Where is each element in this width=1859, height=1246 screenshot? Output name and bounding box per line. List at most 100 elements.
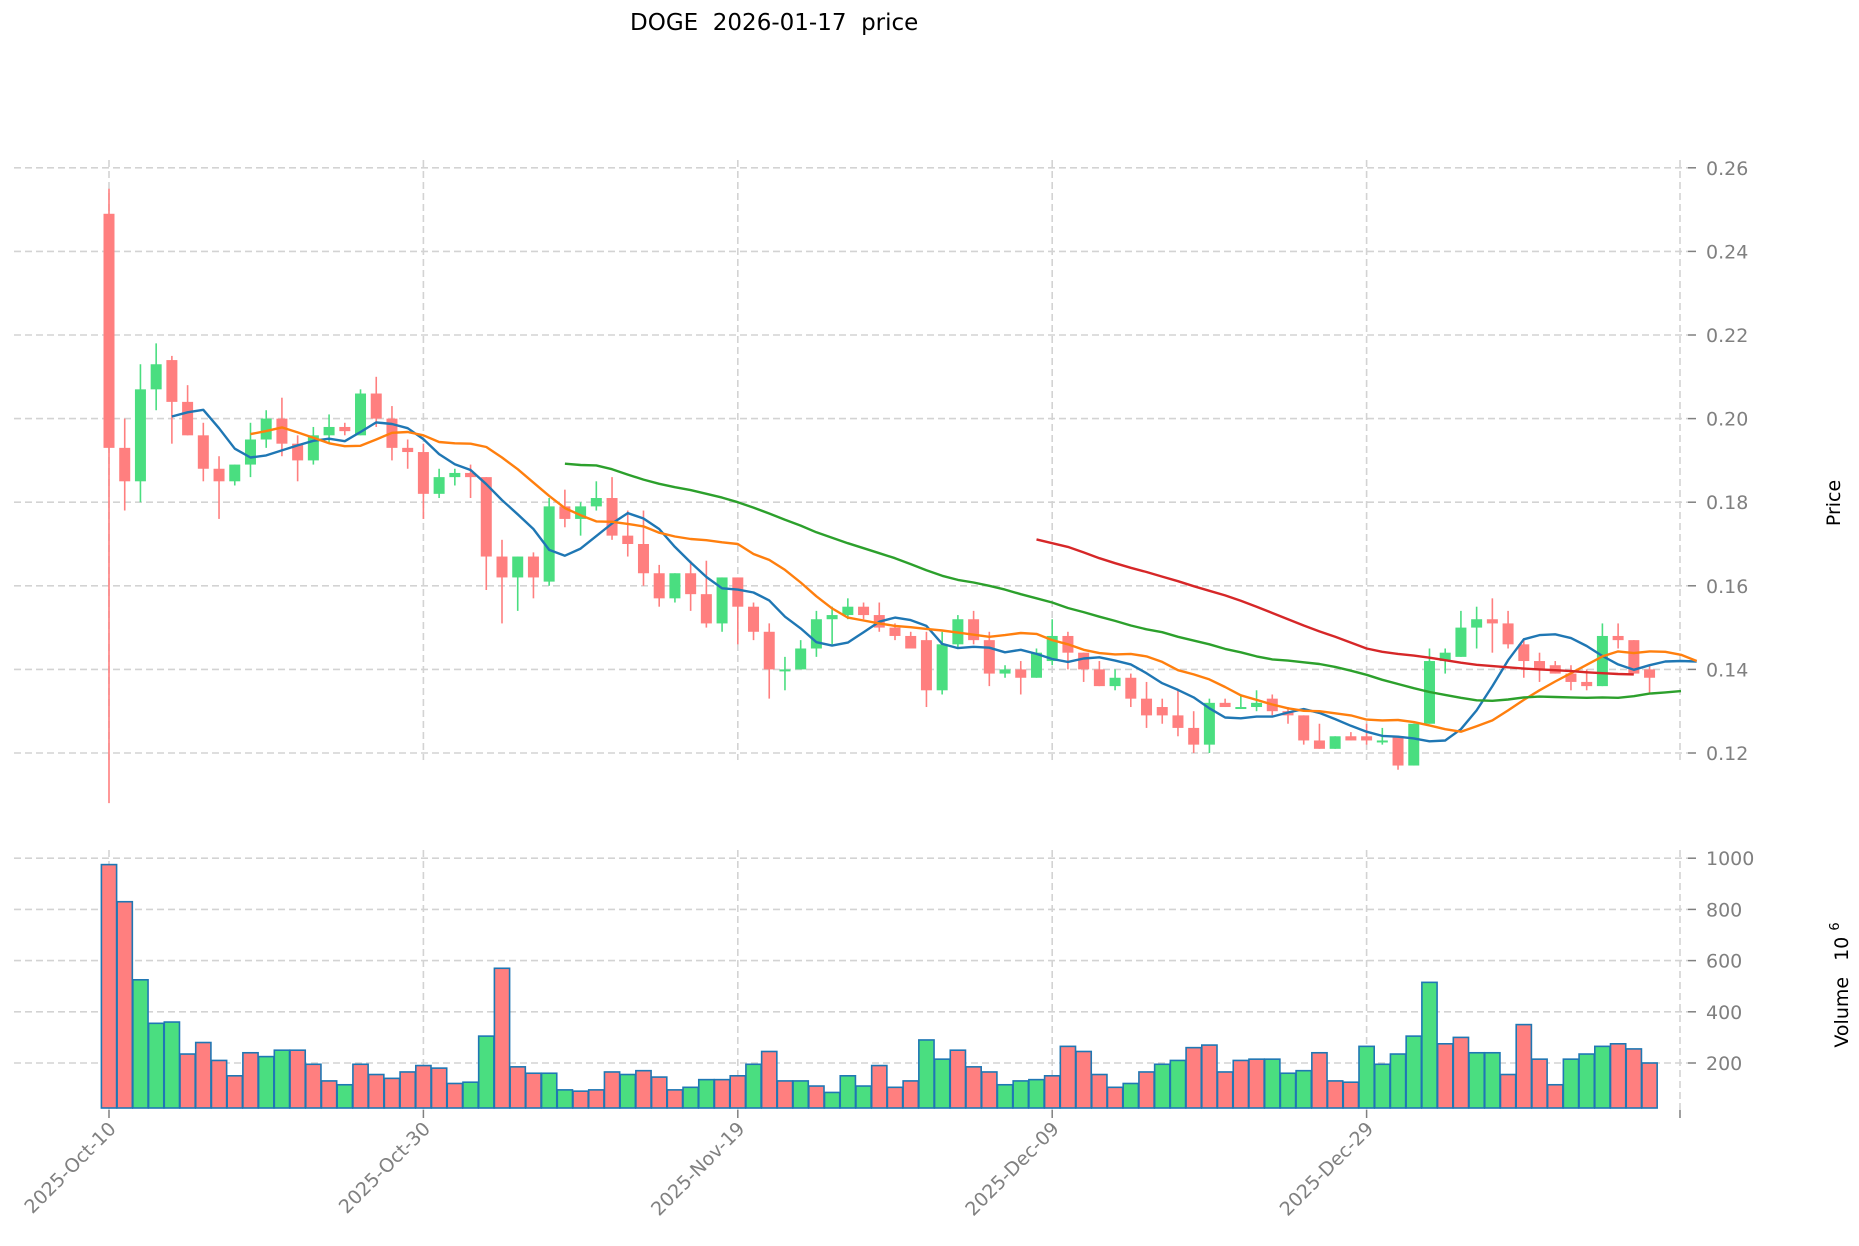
volume-bar (116, 900, 134, 1109)
candlestick (606, 477, 618, 540)
candlestick (669, 573, 681, 603)
volume-bar (556, 1089, 574, 1109)
grid-lines (14, 160, 1688, 1110)
volume-bar (477, 1035, 495, 1109)
volume-axis-label: Volume 10 6 (1828, 922, 1853, 1047)
volume-bar (980, 1071, 998, 1109)
candlestick (858, 602, 870, 620)
candlestick (826, 606, 838, 645)
volume-bar (493, 967, 511, 1109)
volume-tick-label: 400 (1706, 1002, 1742, 1024)
candlestick (480, 477, 492, 590)
candlestick (810, 610, 822, 657)
candlestick (1534, 652, 1546, 682)
volume-bar (1232, 1059, 1250, 1109)
volume-bar (745, 1063, 762, 1109)
volume-bar (399, 1071, 417, 1109)
volume-bar (1311, 1051, 1328, 1109)
candlestick (292, 435, 304, 482)
candlestick (1628, 640, 1640, 674)
candlestick (637, 510, 649, 586)
chart-title-text: DOGE 2026-01-17 price (630, 10, 919, 36)
candlestick (575, 502, 587, 536)
candlestick (590, 481, 602, 511)
candlestick (1125, 673, 1137, 708)
volume-bar (902, 1080, 920, 1109)
candlestick (103, 188, 115, 804)
candlestick (795, 640, 807, 670)
candlestick (417, 443, 429, 519)
volume-bar (776, 1080, 794, 1109)
candlestick (213, 456, 225, 519)
candlestick (244, 422, 256, 478)
candlestick (150, 343, 162, 411)
volume-bar (1153, 1063, 1171, 1109)
candlestick (1172, 690, 1184, 737)
volume-bar (572, 1090, 589, 1109)
volume-bar (823, 1091, 841, 1109)
candlestick (1644, 665, 1656, 695)
candlestick (182, 385, 194, 436)
candlestick (1188, 711, 1200, 753)
candlestick (1408, 723, 1420, 766)
volume-bar (383, 1077, 401, 1109)
candlestick (873, 602, 885, 632)
volume-bar (100, 863, 118, 1109)
candlestick (134, 364, 146, 503)
price-tick-label: 0.18 (1706, 492, 1748, 514)
volume-bar (697, 1078, 715, 1109)
candlestick (449, 468, 461, 486)
volume-tick-label: 600 (1706, 951, 1742, 973)
date-tick-label: 2025-Nov-19 (647, 1118, 749, 1220)
price-tick-label: 0.26 (1706, 158, 1748, 180)
candlestick (622, 510, 634, 557)
volume-bar (1263, 1058, 1281, 1109)
candlestick (1298, 715, 1310, 745)
volume-bar (933, 1058, 951, 1109)
candlestick (1471, 606, 1483, 649)
candlestick (402, 439, 414, 469)
volume-bar (336, 1083, 354, 1109)
price-tick-label: 0.16 (1706, 576, 1748, 598)
volume-bar (1169, 1059, 1187, 1109)
candlesticks (103, 188, 1656, 804)
volume-bars (100, 863, 1658, 1109)
price-tick-label: 0.24 (1706, 241, 1748, 263)
candlestick (716, 577, 728, 632)
volume-bar (163, 1021, 181, 1109)
candlestick (307, 426, 319, 465)
candlestick (1486, 598, 1498, 653)
volume-axis-label-sup: 6 (1828, 922, 1843, 930)
volume-bar (996, 1083, 1014, 1109)
volume-bar (1641, 1062, 1658, 1109)
candlestick (1141, 681, 1153, 728)
volume-bar (587, 1089, 605, 1109)
price-tick-label: 0.22 (1706, 325, 1748, 347)
candlestick (370, 376, 382, 427)
volume-bar (807, 1085, 825, 1109)
volume-tick-label: 800 (1706, 899, 1742, 921)
volume-bar (1342, 1081, 1360, 1109)
volume-tick-label: 200 (1706, 1053, 1742, 1075)
volume-bar (367, 1073, 385, 1109)
volume-bar (1373, 1063, 1391, 1109)
volume-bar (1248, 1058, 1265, 1109)
volume-bar (1106, 1086, 1124, 1109)
volume-axis-label-main: Volume (1831, 977, 1853, 1048)
volume-bar (713, 1078, 731, 1109)
volume-bar (1562, 1058, 1580, 1109)
candlestick (842, 598, 854, 620)
volume-bar (1279, 1072, 1297, 1109)
volume-bar (289, 1049, 307, 1109)
volume-bar (603, 1071, 621, 1109)
volume-bar (1122, 1082, 1140, 1109)
volume-bar (1090, 1073, 1108, 1109)
candlestick (905, 631, 917, 649)
moving-average-lines (171, 408, 1698, 743)
candlestick (1502, 610, 1514, 649)
volume-bar (210, 1059, 228, 1109)
candlestick (527, 552, 539, 599)
volume-bar (729, 1075, 747, 1109)
volume-bar (1546, 1083, 1564, 1109)
volume-bar (682, 1086, 700, 1109)
